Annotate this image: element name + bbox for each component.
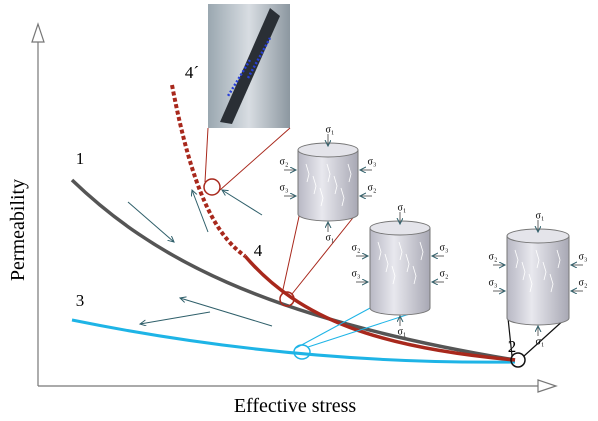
y-axis-label: Permeability [7,179,29,281]
arrows [128,190,272,326]
curve-label: 3 [76,291,85,310]
axes [32,24,556,392]
stress-label: σ₃ [489,277,498,288]
connector [282,212,356,294]
cylinder [298,150,358,221]
diagram: Permeability Effective stress 1 2 3 4 4´… [0,0,598,421]
cylinder [370,228,430,315]
stress-label: σ₃ [368,156,377,167]
stress-label: σ₁ [536,210,545,221]
stress-label: σ₂ [368,182,377,193]
cylinder [507,236,569,325]
highlight [204,179,220,195]
curve-label: 4´ [185,63,199,82]
stress-label: σ₂ [440,268,449,279]
curve-label: 1 [76,149,85,168]
stress-label: σ₂ [352,242,361,253]
stress-label: σ₁ [326,232,335,243]
photo [205,4,290,190]
stress-label: σ₁ [536,336,545,347]
stress-label: σ₃ [352,268,361,279]
stress-label: σ₁ [398,326,407,337]
stress-label: σ₁ [326,124,335,135]
stress-label: σ₁ [398,202,407,213]
stress-label: σ₃ [280,182,289,193]
stress-label: σ₂ [489,251,498,262]
curve-3 [72,320,515,362]
stress-label: σ₂ [280,156,289,167]
stress-label: σ₃ [440,242,449,253]
curve-label: 4 [254,241,263,260]
stress-label: σ₃ [579,251,588,262]
stress-label: σ₂ [579,277,588,288]
x-axis-label: Effective stress [234,395,357,417]
